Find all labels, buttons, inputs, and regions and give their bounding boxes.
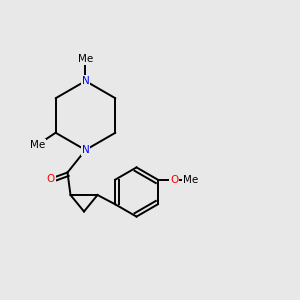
Text: N: N	[82, 76, 89, 86]
Text: Me: Me	[183, 175, 198, 185]
Text: Me: Me	[30, 140, 45, 150]
Text: Me: Me	[80, 53, 94, 64]
Text: N: N	[82, 145, 89, 155]
Text: O: O	[170, 175, 178, 185]
Text: Me: Me	[183, 175, 198, 185]
Text: Me: Me	[78, 53, 93, 64]
Text: O: O	[170, 175, 178, 185]
Text: O: O	[47, 173, 55, 184]
Text: N: N	[82, 145, 89, 155]
Text: O: O	[47, 173, 55, 184]
Text: Me: Me	[30, 140, 45, 150]
Text: N: N	[82, 76, 89, 86]
